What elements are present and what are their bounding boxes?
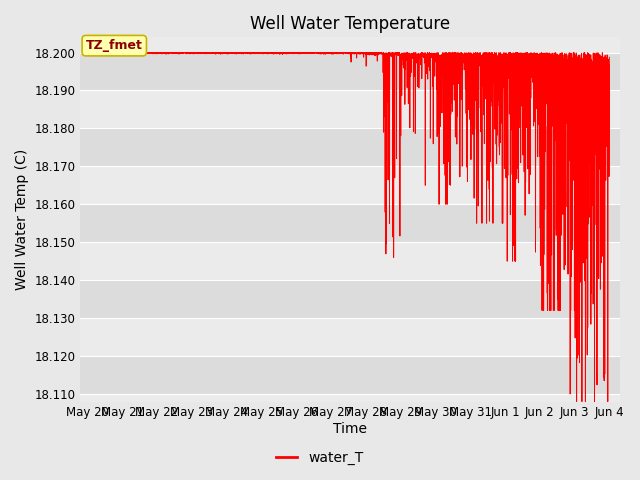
Legend: water_T: water_T xyxy=(271,445,369,471)
Bar xyxy=(81,167,620,204)
Bar xyxy=(81,128,620,167)
Y-axis label: Well Water Temp (C): Well Water Temp (C) xyxy=(15,149,29,290)
Bar xyxy=(81,356,620,394)
Bar xyxy=(81,204,620,242)
Bar xyxy=(81,318,620,356)
X-axis label: Time: Time xyxy=(333,422,367,436)
Bar xyxy=(81,242,620,280)
Text: TZ_fmet: TZ_fmet xyxy=(86,39,143,52)
Bar xyxy=(81,52,620,90)
Title: Well Water Temperature: Well Water Temperature xyxy=(250,15,450,33)
Bar xyxy=(81,90,620,128)
Bar xyxy=(81,280,620,318)
